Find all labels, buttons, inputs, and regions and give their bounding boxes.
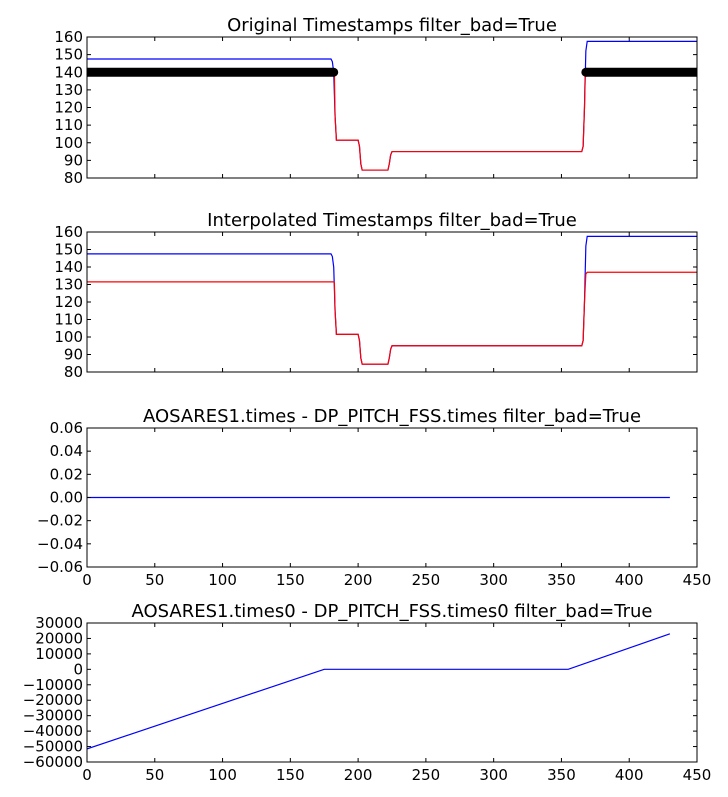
x-tick-label: 200 xyxy=(344,766,373,784)
x-tick-label: 50 xyxy=(145,571,164,589)
axes-frame xyxy=(86,36,698,179)
series-2-line xyxy=(333,72,586,171)
y-tick-label: 110 xyxy=(54,116,83,134)
x-tick-label: 400 xyxy=(615,571,644,589)
y-tick-label: 90 xyxy=(64,346,83,364)
series-1-line xyxy=(87,235,697,365)
axes-frame xyxy=(86,622,698,763)
y-tick-label: 100 xyxy=(54,328,83,346)
y-tick-label: 0.00 xyxy=(50,489,83,507)
plot-area xyxy=(87,633,671,750)
x-tick-label: 350 xyxy=(547,571,576,589)
y-tick-label: 0.06 xyxy=(50,419,83,437)
y-tick-label: 120 xyxy=(54,99,83,117)
x-tick-label: 450 xyxy=(683,766,712,784)
y-tick-label: 160 xyxy=(54,28,83,46)
y-tick-label: 30000 xyxy=(35,614,83,632)
chart-title: AOSARES1.times0 - DP_PITCH_FSS.times0 fi… xyxy=(132,601,653,622)
x-tick-label: 150 xyxy=(276,766,305,784)
series-2-line xyxy=(87,271,697,365)
chart-panel-4: AOSARES1.times0 - DP_PITCH_FSS.times0 fi… xyxy=(23,601,712,784)
y-tick-label: 120 xyxy=(54,293,83,311)
axes-frame xyxy=(86,231,698,373)
x-tick-label: 0 xyxy=(82,571,92,589)
x-tick-label: 0 xyxy=(82,766,92,784)
y-tick-label: 140 xyxy=(54,63,83,81)
y-tick-label: 130 xyxy=(54,276,83,294)
x-tick-label: 50 xyxy=(145,766,164,784)
chart-panel-2: Interpolated Timestamps filter_bad=True 8… xyxy=(54,210,698,381)
y-tick-label: −10000 xyxy=(23,676,83,694)
chart-title: AOSARES1.times - DP_PITCH_FSS.times filt… xyxy=(143,406,641,427)
y-tick-label: 80 xyxy=(64,363,83,381)
y-tick-label: 0.02 xyxy=(50,465,83,483)
series-3-marker-3 xyxy=(581,67,591,77)
chart-panel-3: AOSARES1.times - DP_PITCH_FSS.times filt… xyxy=(37,406,711,589)
y-tick-label: 0.04 xyxy=(50,442,83,460)
chart-title: Original Timestamps filter_bad=True xyxy=(227,15,557,36)
series-3-marker-2 xyxy=(329,67,339,77)
x-tick-label: 450 xyxy=(683,571,712,589)
y-tick-label: 150 xyxy=(54,241,83,259)
x-tick-label: 300 xyxy=(479,571,508,589)
y-tick-label: 150 xyxy=(54,46,83,64)
y-tick-label: 0 xyxy=(73,660,83,678)
plot-area xyxy=(87,40,697,171)
plot-area xyxy=(87,235,697,365)
series-1-line xyxy=(87,633,671,750)
y-tick-label: −30000 xyxy=(23,707,83,725)
y-tick-label: 90 xyxy=(64,151,83,169)
x-tick-label: 250 xyxy=(412,571,441,589)
chart-panel-1: Original Timestamps filter_bad=True80901… xyxy=(54,15,698,187)
x-tick-label: 100 xyxy=(208,571,237,589)
x-tick-label: 200 xyxy=(344,571,373,589)
y-tick-label: −60000 xyxy=(23,753,83,771)
y-tick-label: 160 xyxy=(54,223,83,241)
x-tick-label: 150 xyxy=(276,571,305,589)
y-tick-label: −0.04 xyxy=(37,535,83,553)
x-tick-label: 300 xyxy=(479,766,508,784)
y-tick-label: −50000 xyxy=(23,738,83,756)
y-tick-label: 10000 xyxy=(35,645,83,663)
x-tick-label: 400 xyxy=(615,766,644,784)
y-tick-label: 140 xyxy=(54,258,83,276)
y-tick-label: 20000 xyxy=(35,629,83,647)
y-tick-label: −40000 xyxy=(23,722,83,740)
y-tick-label: 100 xyxy=(54,134,83,152)
y-tick-label: 110 xyxy=(54,311,83,329)
y-tick-label: −0.06 xyxy=(37,558,83,576)
x-tick-label: 100 xyxy=(208,766,237,784)
x-tick-label: 350 xyxy=(547,766,576,784)
chart-title: Interpolated Timestamps filter_bad=True xyxy=(207,210,577,231)
y-tick-label: 130 xyxy=(54,81,83,99)
series-1-line xyxy=(87,40,697,171)
y-tick-label: −0.02 xyxy=(37,512,83,530)
y-tick-label: 80 xyxy=(64,169,83,187)
y-tick-label: −20000 xyxy=(23,691,83,709)
x-tick-label: 250 xyxy=(412,766,441,784)
